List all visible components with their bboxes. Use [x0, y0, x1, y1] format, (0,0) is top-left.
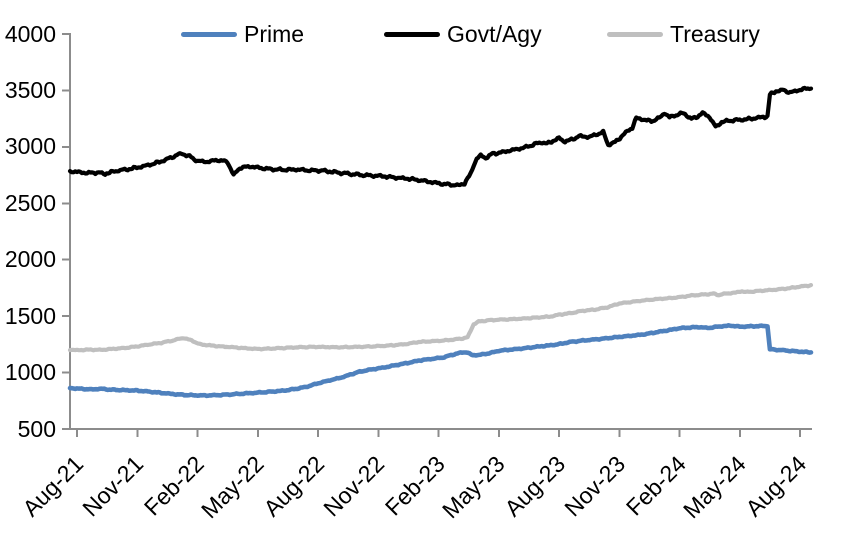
legend-label: Prime — [244, 20, 305, 47]
legend-item-treasury: Treasury — [607, 21, 760, 47]
legend-swatch-prime — [181, 31, 237, 37]
y-tick-label: 1000 — [4, 359, 56, 386]
y-axis-ticks — [62, 33, 70, 430]
axis-lines — [69, 33, 812, 430]
series-line-prime — [67, 323, 814, 399]
series-line-treasury — [67, 283, 814, 353]
legend-item-govt-agy: Govt/Agy — [384, 21, 542, 47]
legend-item-prime: Prime — [181, 21, 304, 47]
y-tick-label: 2000 — [4, 246, 56, 273]
x-axis-ticks — [76, 429, 801, 437]
y-tick-label: 3500 — [4, 76, 56, 103]
legend-swatch-govt-agy — [384, 31, 440, 37]
y-tick-label: 4000 — [4, 20, 56, 47]
y-tick-label: 2500 — [4, 189, 56, 216]
y-tick-label: 1500 — [4, 302, 56, 329]
series-line-govt-agy — [67, 85, 814, 188]
legend-label: Govt/Agy — [447, 20, 542, 47]
y-tick-label: 3000 — [4, 133, 56, 160]
legend-label: Treasury — [670, 20, 760, 47]
legend-swatch-treasury — [607, 31, 663, 37]
y-tick-label: 500 — [17, 415, 56, 442]
